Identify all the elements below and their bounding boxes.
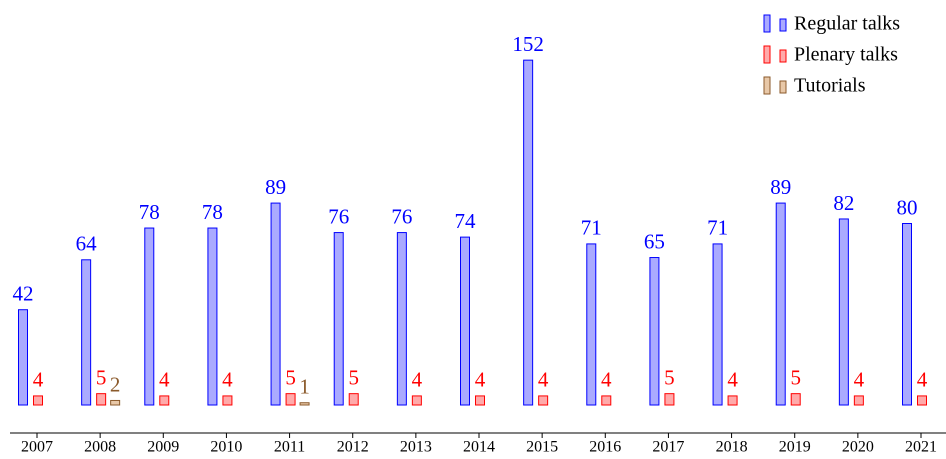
- x-tick-label: 2019: [779, 439, 811, 456]
- bar: [586, 243, 597, 406]
- value-label: 2: [110, 372, 121, 396]
- bar: [664, 393, 675, 406]
- value-label: 42: [13, 282, 34, 306]
- value-label: 5: [664, 365, 675, 389]
- value-label: 89: [770, 175, 791, 199]
- bar: [853, 395, 864, 406]
- value-label: 78: [202, 200, 223, 224]
- x-tick-label: 2008: [84, 439, 116, 456]
- value-label: 74: [455, 209, 477, 233]
- value-label: 5: [790, 365, 801, 389]
- x-tick-label: 2010: [210, 439, 242, 456]
- value-label: 89: [265, 175, 286, 199]
- value-label: 80: [897, 195, 918, 219]
- value-label: 82: [833, 191, 854, 215]
- bar: [159, 395, 170, 406]
- legend-swatch: [779, 49, 787, 63]
- value-label: 4: [475, 368, 486, 392]
- value-label: 4: [222, 368, 233, 392]
- bar: [96, 393, 107, 406]
- value-label: 4: [727, 368, 738, 392]
- legend-label: Tutorials: [794, 75, 866, 97]
- x-tick-label: 2014: [463, 439, 495, 456]
- value-label: 65: [644, 229, 665, 253]
- bar: [917, 395, 927, 406]
- value-label: 78: [139, 200, 160, 224]
- bar: [475, 395, 485, 406]
- legend-swatch: [763, 76, 771, 95]
- legend-label: Plenary talks: [794, 44, 898, 66]
- bar: [285, 393, 296, 406]
- value-label: 4: [33, 368, 44, 392]
- value-label: 71: [707, 216, 728, 240]
- x-tick-label: 2015: [526, 439, 558, 456]
- bar: [411, 395, 422, 406]
- value-label: 152: [512, 32, 544, 56]
- x-tick-label: 2020: [842, 439, 874, 456]
- bar: [270, 202, 281, 406]
- value-label: 76: [328, 204, 349, 228]
- bar: [601, 395, 612, 406]
- bar: [649, 257, 660, 406]
- bar: [396, 232, 407, 406]
- bar: [790, 393, 801, 406]
- value-label: 4: [854, 368, 865, 392]
- legend-label: Regular talks: [794, 13, 900, 35]
- x-tick-label: 2009: [147, 439, 179, 456]
- bar: [775, 202, 786, 406]
- bar: [81, 259, 92, 406]
- x-tick-label: 2018: [716, 439, 748, 456]
- value-label: 4: [538, 368, 549, 392]
- bar: [712, 243, 723, 406]
- value-label: 76: [391, 204, 412, 228]
- legend-swatch: [779, 18, 787, 32]
- x-tick-label: 2011: [274, 439, 305, 456]
- x-tick-label: 2017: [652, 439, 684, 456]
- bar: [727, 395, 738, 406]
- value-label: 4: [601, 368, 612, 392]
- bar: [460, 236, 470, 406]
- value-label: 4: [412, 368, 423, 392]
- legend-swatch: [779, 80, 787, 94]
- bar: [110, 399, 121, 406]
- value-label: 5: [348, 365, 359, 389]
- value-label: 1: [299, 375, 310, 399]
- value-label: 4: [917, 368, 928, 392]
- value-label: 5: [96, 365, 107, 389]
- bar: [299, 402, 310, 406]
- x-tick-label: 2012: [337, 439, 369, 456]
- bar: [18, 309, 28, 406]
- bar: [902, 223, 912, 406]
- bar: [207, 227, 218, 406]
- x-tick-label: 2021: [905, 439, 937, 456]
- legend-swatch: [763, 45, 771, 64]
- value-label: 71: [581, 216, 602, 240]
- x-tick-label: 2016: [589, 439, 621, 456]
- x-tick-label: 2013: [400, 439, 432, 456]
- value-label: 64: [76, 232, 98, 256]
- bar: [538, 395, 549, 406]
- x-tick-label: 2007: [21, 439, 53, 456]
- bar: [222, 395, 233, 406]
- bar: [144, 227, 155, 406]
- bar: [838, 218, 849, 406]
- bar: [33, 395, 43, 406]
- bar: [348, 393, 359, 406]
- value-label: 4: [159, 368, 170, 392]
- bar: [333, 232, 344, 406]
- value-label: 5: [285, 365, 296, 389]
- legend-swatch: [763, 14, 771, 33]
- bar: [523, 59, 534, 406]
